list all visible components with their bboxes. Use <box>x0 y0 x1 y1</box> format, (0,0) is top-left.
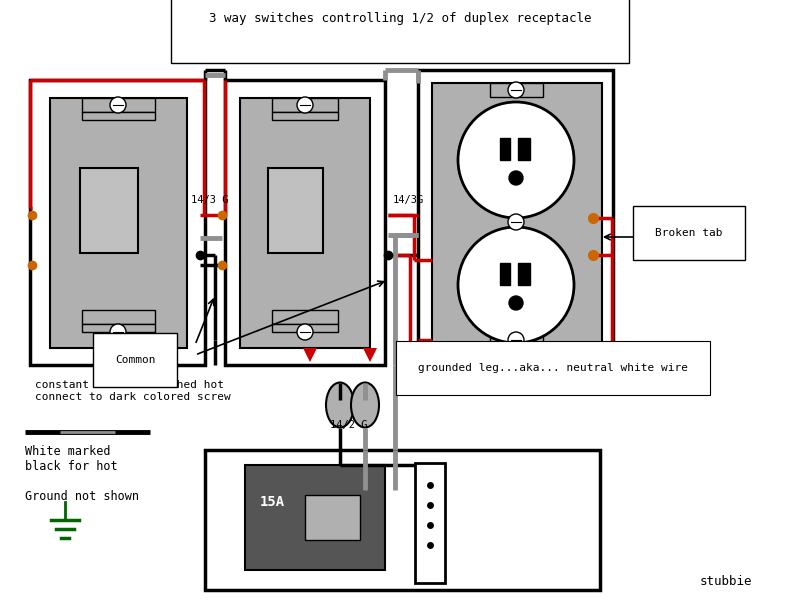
Bar <box>500 263 510 285</box>
Bar <box>225 80 385 365</box>
Text: White marked
black for hot: White marked black for hot <box>25 445 118 473</box>
Circle shape <box>110 97 126 113</box>
Bar <box>240 98 370 348</box>
Bar <box>518 138 530 160</box>
Circle shape <box>508 332 524 348</box>
Circle shape <box>458 227 574 343</box>
Bar <box>490 333 543 347</box>
Ellipse shape <box>326 383 354 427</box>
Bar <box>80 168 138 253</box>
Bar <box>518 263 530 285</box>
Bar <box>30 80 205 365</box>
Bar <box>415 463 445 583</box>
Circle shape <box>297 324 313 340</box>
Bar <box>272 310 338 324</box>
Text: Common: Common <box>114 355 155 365</box>
Bar <box>82 98 155 112</box>
Circle shape <box>509 296 523 310</box>
Text: grounded leg...aka... neutral white wire: grounded leg...aka... neutral white wire <box>418 363 688 373</box>
Bar <box>50 98 187 348</box>
Bar <box>432 83 602 368</box>
Ellipse shape <box>351 383 379 427</box>
Circle shape <box>509 171 523 185</box>
Text: Broken tab: Broken tab <box>655 228 722 238</box>
Bar <box>82 112 155 120</box>
Bar <box>500 138 510 160</box>
Text: stubbie: stubbie <box>700 575 753 588</box>
Text: 14/2 G: 14/2 G <box>330 420 367 430</box>
Circle shape <box>508 82 524 98</box>
Text: 14/3G: 14/3G <box>393 195 424 205</box>
Circle shape <box>508 214 524 230</box>
Text: Ground not shown: Ground not shown <box>25 490 139 503</box>
Bar <box>418 70 613 380</box>
Text: 15A: 15A <box>260 495 285 509</box>
Bar <box>268 168 323 253</box>
Bar <box>82 310 155 324</box>
Bar <box>205 450 600 590</box>
Text: 14/3 G: 14/3 G <box>191 195 229 205</box>
Circle shape <box>458 102 574 218</box>
Circle shape <box>110 324 126 340</box>
Bar <box>490 83 543 97</box>
Bar <box>305 495 360 540</box>
Bar <box>272 112 338 120</box>
Circle shape <box>297 97 313 113</box>
Bar <box>245 465 385 570</box>
Bar <box>272 98 338 112</box>
Text: constant hot or switched hot
connect to dark colored screw: constant hot or switched hot connect to … <box>35 380 230 401</box>
Text: 3 way switches controlling 1/2 of duplex receptacle: 3 way switches controlling 1/2 of duplex… <box>209 12 591 25</box>
Bar <box>82 324 155 332</box>
Bar <box>272 324 338 332</box>
